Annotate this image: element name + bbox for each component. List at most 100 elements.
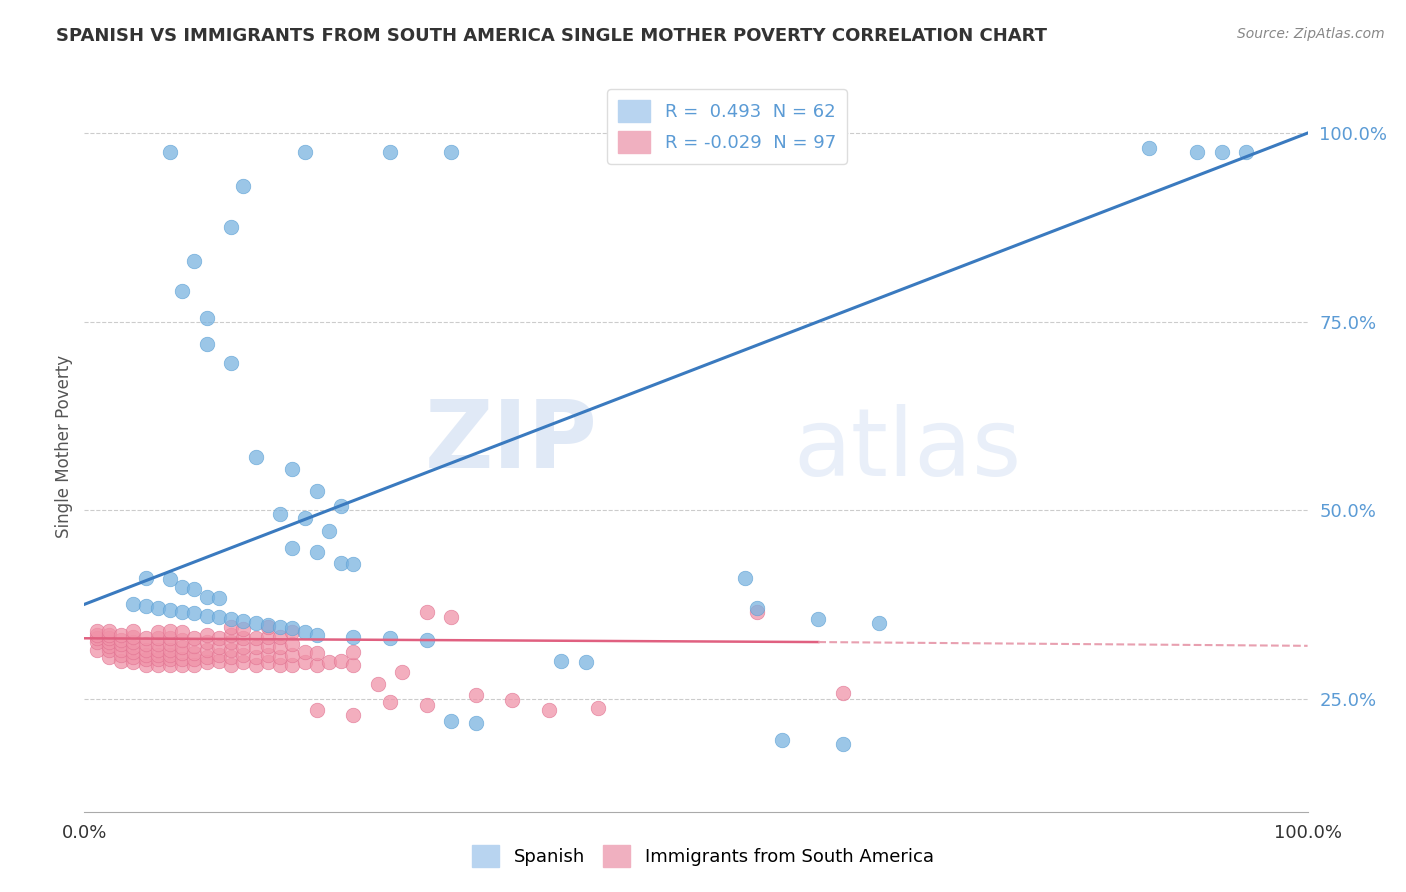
Point xyxy=(208,648,231,662)
Point xyxy=(281,622,304,636)
Point xyxy=(245,450,267,465)
Point xyxy=(195,337,218,351)
Point xyxy=(586,700,609,714)
Point xyxy=(195,590,218,604)
Point xyxy=(391,665,413,680)
Point xyxy=(232,614,254,628)
Point xyxy=(342,630,364,644)
Point xyxy=(159,648,181,662)
Point xyxy=(281,637,304,651)
Point xyxy=(232,178,254,193)
Point xyxy=(110,654,132,668)
Point xyxy=(159,642,181,657)
Point xyxy=(172,625,194,640)
Point xyxy=(219,627,242,641)
Point xyxy=(208,654,231,668)
Point xyxy=(122,656,145,670)
Point xyxy=(318,656,340,670)
Point xyxy=(97,642,120,657)
Point xyxy=(195,310,218,325)
Point xyxy=(86,635,108,649)
Point xyxy=(146,637,169,651)
Point xyxy=(305,484,328,499)
Point xyxy=(97,624,120,638)
Point xyxy=(342,558,364,572)
Point xyxy=(831,737,853,751)
Text: atlas: atlas xyxy=(794,404,1022,496)
Point xyxy=(146,648,169,662)
Point xyxy=(183,254,205,268)
Point xyxy=(135,642,157,657)
Point xyxy=(747,601,769,615)
Point xyxy=(232,640,254,655)
Point xyxy=(122,650,145,665)
Point xyxy=(807,612,830,626)
Point xyxy=(294,625,316,640)
Point xyxy=(734,571,756,585)
Point xyxy=(172,580,194,594)
Point xyxy=(269,650,291,665)
Point xyxy=(1187,145,1209,159)
Point xyxy=(122,645,145,659)
Point xyxy=(146,652,169,666)
Point xyxy=(575,656,598,670)
Point xyxy=(770,733,793,747)
Y-axis label: Single Mother Poverty: Single Mother Poverty xyxy=(55,354,73,538)
Point xyxy=(122,598,145,612)
Point xyxy=(464,715,486,730)
Point xyxy=(172,657,194,672)
Point xyxy=(747,605,769,619)
Point xyxy=(172,652,194,666)
Point xyxy=(416,698,439,712)
Point xyxy=(172,640,194,655)
Point xyxy=(183,582,205,597)
Point xyxy=(305,544,328,558)
Point xyxy=(146,601,169,615)
Point xyxy=(195,608,218,623)
Point xyxy=(1236,145,1258,159)
Point xyxy=(183,639,205,653)
Point xyxy=(172,632,194,647)
Point xyxy=(110,642,132,657)
Point xyxy=(367,676,389,690)
Point xyxy=(159,657,181,672)
Point xyxy=(294,656,316,670)
Point xyxy=(330,500,353,514)
Point xyxy=(122,640,145,655)
Point xyxy=(305,703,328,717)
Point xyxy=(219,657,242,672)
Point xyxy=(330,556,353,570)
Legend: R =  0.493  N = 62, R = -0.029  N = 97: R = 0.493 N = 62, R = -0.029 N = 97 xyxy=(607,89,846,164)
Point xyxy=(869,616,891,631)
Point xyxy=(305,657,328,672)
Point xyxy=(342,645,364,659)
Point xyxy=(195,642,218,657)
Point xyxy=(135,571,157,585)
Point xyxy=(195,635,218,649)
Point xyxy=(245,632,267,646)
Point xyxy=(135,599,157,613)
Point xyxy=(330,654,353,668)
Point xyxy=(159,652,181,666)
Point xyxy=(97,639,120,653)
Point xyxy=(159,145,181,159)
Point xyxy=(380,695,402,709)
Point xyxy=(294,510,316,524)
Point xyxy=(269,657,291,672)
Point xyxy=(294,145,316,159)
Point xyxy=(110,632,132,647)
Point xyxy=(232,656,254,670)
Point xyxy=(219,650,242,665)
Point xyxy=(232,648,254,662)
Point xyxy=(135,648,157,662)
Point xyxy=(219,642,242,657)
Point xyxy=(294,645,316,659)
Point xyxy=(219,635,242,649)
Point xyxy=(219,620,242,634)
Point xyxy=(269,507,291,521)
Point xyxy=(97,635,120,649)
Point xyxy=(146,625,169,640)
Point xyxy=(86,627,108,641)
Point xyxy=(183,607,205,621)
Point xyxy=(122,624,145,638)
